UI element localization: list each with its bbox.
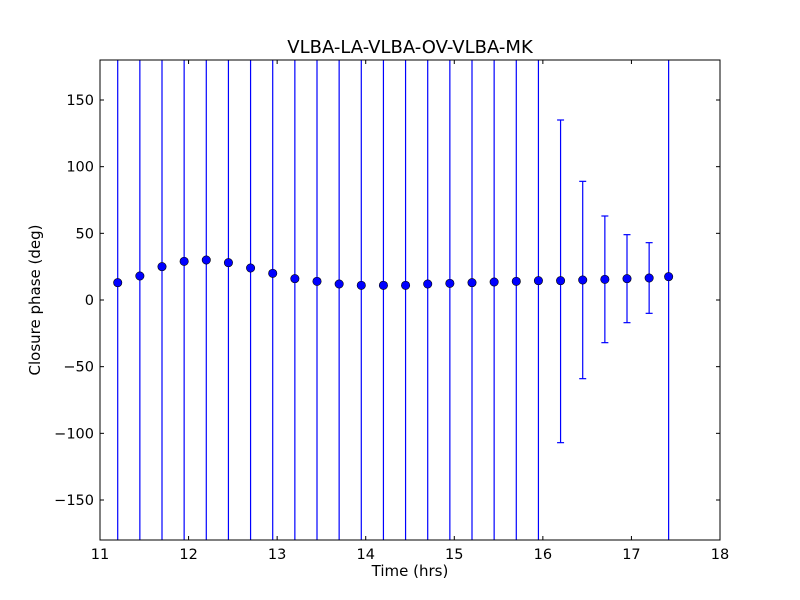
data-point [334, 279, 344, 289]
data-point [135, 271, 145, 281]
data-point [511, 276, 521, 286]
data-point [533, 276, 543, 286]
data-point [290, 274, 300, 284]
data-point [179, 256, 189, 266]
data-point [223, 258, 233, 268]
data-point [467, 278, 477, 288]
data-point [113, 278, 123, 288]
data-point [356, 280, 366, 290]
x-tick-label: 17 [622, 547, 640, 563]
x-axis-label: Time (hrs) [371, 562, 449, 580]
data-point [600, 274, 610, 284]
chart-title: VLBA-LA-VLBA-OV-VLBA-MK [287, 37, 534, 58]
x-tick-label: 12 [179, 547, 197, 563]
error-bars [117, 60, 670, 540]
y-axis-ticks: −150 −100 −50 0 50 100 150 [54, 93, 720, 509]
y-tick-label: 0 [85, 293, 94, 309]
y-tick-label: −100 [54, 426, 94, 442]
data-point [445, 278, 455, 288]
y-tick-label: 50 [76, 226, 94, 242]
y-tick-label: 100 [66, 160, 94, 176]
data-point [489, 277, 499, 287]
x-tick-label: 18 [711, 547, 729, 563]
data-points [113, 255, 674, 290]
data-point [644, 273, 654, 283]
data-point [157, 262, 167, 272]
data-point [423, 279, 433, 289]
data-point [268, 268, 278, 278]
y-tick-label: −150 [54, 493, 94, 509]
y-axis-label: Closure phase (deg) [26, 225, 44, 376]
x-tick-label: 16 [534, 547, 552, 563]
data-point [378, 280, 388, 290]
x-tick-label: 11 [91, 547, 109, 563]
data-point [201, 255, 211, 265]
y-tick-label: −50 [63, 360, 94, 376]
data-point [556, 276, 566, 286]
data-point [578, 275, 588, 285]
data-point [312, 276, 322, 286]
x-tick-label: 14 [356, 547, 374, 563]
data-point [401, 280, 411, 290]
data-point [246, 263, 256, 273]
data-point [622, 274, 632, 284]
data-point [664, 272, 674, 282]
y-tick-label: 150 [66, 93, 94, 109]
x-tick-label: 13 [268, 547, 286, 563]
x-axis-ticks: 11 12 13 14 15 16 17 18 [91, 60, 729, 563]
x-tick-label: 15 [445, 547, 463, 563]
